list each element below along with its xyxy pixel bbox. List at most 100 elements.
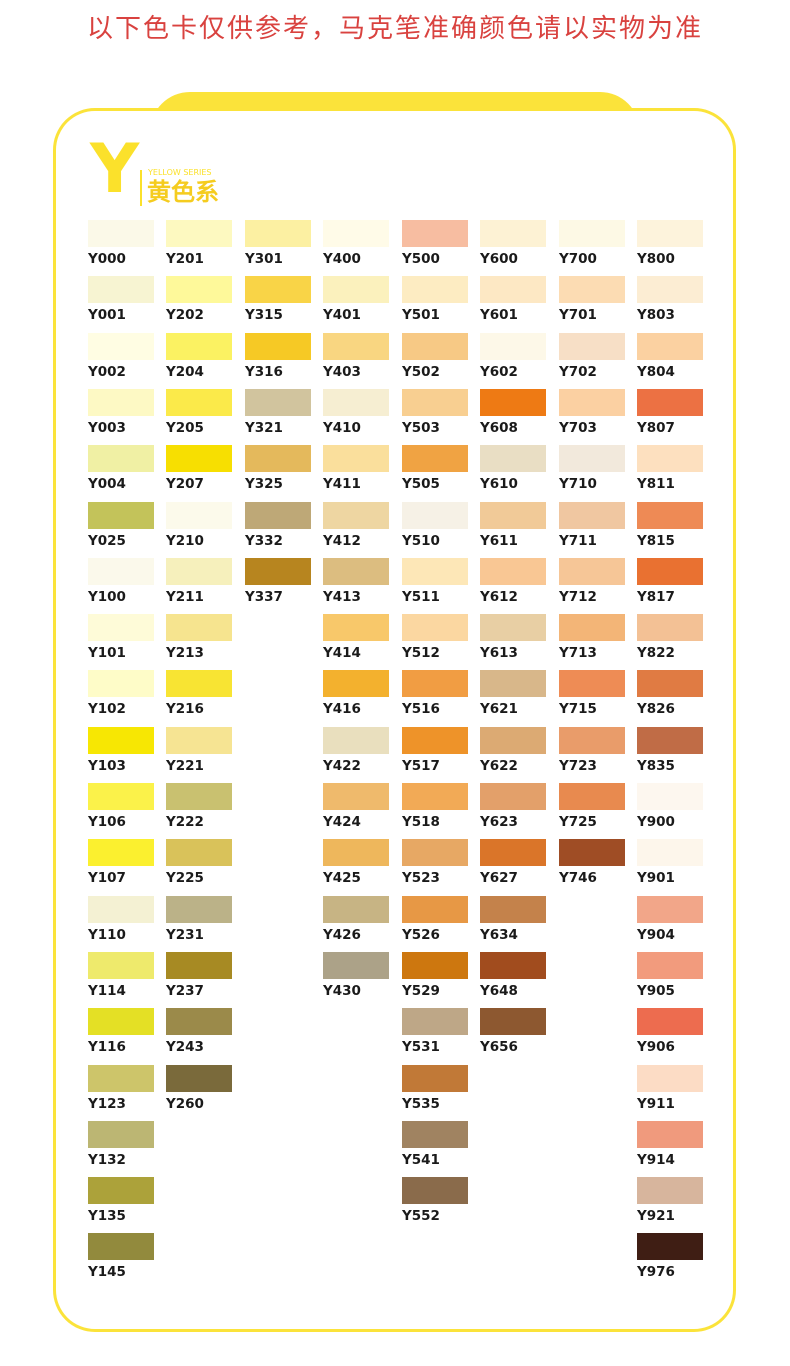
color-code-label: Y900	[637, 814, 675, 830]
color-code-label: Y526	[402, 926, 440, 943]
color-code-label: Y510	[402, 532, 440, 549]
color-swatch-y500	[402, 220, 468, 247]
color-code-label: Y511	[402, 588, 440, 605]
color-swatch-y216	[166, 670, 232, 698]
series-letter: Y	[90, 130, 140, 209]
color-code-label: Y413	[323, 588, 361, 605]
color-swatch-y526	[402, 895, 468, 923]
color-swatch-y552	[402, 1177, 468, 1205]
color-code-label: Y102	[88, 701, 126, 718]
color-code-label: Y332	[245, 532, 283, 549]
color-code-label: Y552	[402, 1208, 440, 1225]
color-code-label: Y502	[402, 363, 440, 380]
color-swatch-y817	[637, 557, 703, 585]
color-swatch-y723	[559, 726, 625, 754]
color-swatch-y426	[323, 895, 389, 923]
color-swatch-y815	[637, 501, 703, 529]
color-code-label: Y835	[637, 757, 675, 774]
color-swatch-y430	[323, 951, 389, 979]
color-code-label: Y106	[88, 814, 126, 830]
color-swatch-y914	[637, 1120, 703, 1148]
color-swatch-y911	[637, 1064, 703, 1092]
color-swatch-y712	[559, 557, 625, 585]
color-code-label: Y906	[637, 1039, 675, 1056]
color-code-label: Y905	[637, 982, 675, 999]
color-swatch-y110	[88, 895, 154, 923]
color-swatch-y202	[166, 276, 232, 304]
color-swatch-y715	[559, 670, 625, 698]
color-code-label: Y101	[88, 645, 126, 662]
color-swatch-y800	[637, 220, 703, 247]
color-code-label: Y817	[637, 588, 675, 605]
color-swatch-y713	[559, 614, 625, 642]
color-swatch-y906	[637, 1008, 703, 1036]
color-swatch-y337	[245, 557, 311, 585]
color-code-label: Y225	[166, 870, 204, 887]
color-code-label: Y221	[166, 757, 204, 774]
color-code-label: Y211	[166, 588, 204, 605]
color-swatch-y422	[323, 726, 389, 754]
color-code-label: Y901	[637, 870, 675, 887]
color-code-label: Y237	[166, 982, 204, 999]
header-divider	[140, 170, 142, 206]
color-swatch-y100	[88, 557, 154, 585]
color-code-label: Y204	[166, 363, 204, 380]
color-code-label: Y611	[480, 532, 518, 549]
color-swatch-y321	[245, 388, 311, 416]
color-code-label: Y622	[480, 757, 518, 774]
color-swatch-y403	[323, 332, 389, 360]
color-swatch-y145	[88, 1233, 154, 1261]
color-code-label: Y700	[559, 251, 597, 267]
color-swatch-y600	[480, 220, 546, 247]
color-code-label: Y100	[88, 588, 126, 605]
color-code-label: Y723	[559, 757, 597, 774]
color-swatch-y501	[402, 276, 468, 304]
color-swatch-y416	[323, 670, 389, 698]
color-code-label: Y713	[559, 645, 597, 662]
color-swatch-y901	[637, 839, 703, 867]
color-code-label: Y260	[166, 1095, 204, 1112]
color-code-label: Y822	[637, 645, 675, 662]
color-code-label: Y656	[480, 1039, 518, 1056]
series-name-en: YELLOW SERIES	[148, 168, 212, 177]
color-swatch-y905	[637, 951, 703, 979]
color-code-label: Y110	[88, 926, 126, 943]
color-swatch-y900	[637, 783, 703, 810]
color-swatch-y325	[245, 445, 311, 473]
color-swatch-y535	[402, 1064, 468, 1092]
color-code-label: Y426	[323, 926, 361, 943]
color-code-label: Y541	[402, 1151, 440, 1168]
color-code-label: Y501	[402, 307, 440, 324]
color-swatch-y505	[402, 445, 468, 473]
color-code-label: Y123	[88, 1095, 126, 1112]
color-swatch-y703	[559, 388, 625, 416]
color-code-label: Y715	[559, 701, 597, 718]
color-swatch-y503	[402, 388, 468, 416]
color-swatch-y516	[402, 670, 468, 698]
color-swatch-y332	[245, 501, 311, 529]
color-swatch-y510	[402, 501, 468, 529]
color-swatch-y610	[480, 445, 546, 473]
color-swatch-y611	[480, 501, 546, 529]
color-swatch-y648	[480, 951, 546, 979]
series-name-cn: 黄色系	[147, 178, 219, 206]
color-code-label: Y222	[166, 814, 204, 830]
color-code-label: Y201	[166, 251, 204, 267]
color-swatch-y502	[402, 332, 468, 360]
color-code-label: Y621	[480, 701, 518, 718]
color-code-label: Y103	[88, 757, 126, 774]
color-code-label: Y424	[323, 814, 361, 830]
color-swatch-y804	[637, 332, 703, 360]
color-code-label: Y711	[559, 532, 597, 549]
color-code-label: Y025	[88, 532, 126, 549]
color-swatch-y803	[637, 276, 703, 304]
color-code-label: Y401	[323, 307, 361, 324]
color-code-label: Y132	[88, 1151, 126, 1168]
color-code-label: Y403	[323, 363, 361, 380]
color-swatch-y725	[559, 783, 625, 810]
color-swatch-y541	[402, 1120, 468, 1148]
color-swatch-y531	[402, 1008, 468, 1036]
color-code-label: Y411	[323, 476, 361, 493]
color-swatch-y106	[88, 783, 154, 810]
color-code-label: Y921	[637, 1208, 675, 1225]
